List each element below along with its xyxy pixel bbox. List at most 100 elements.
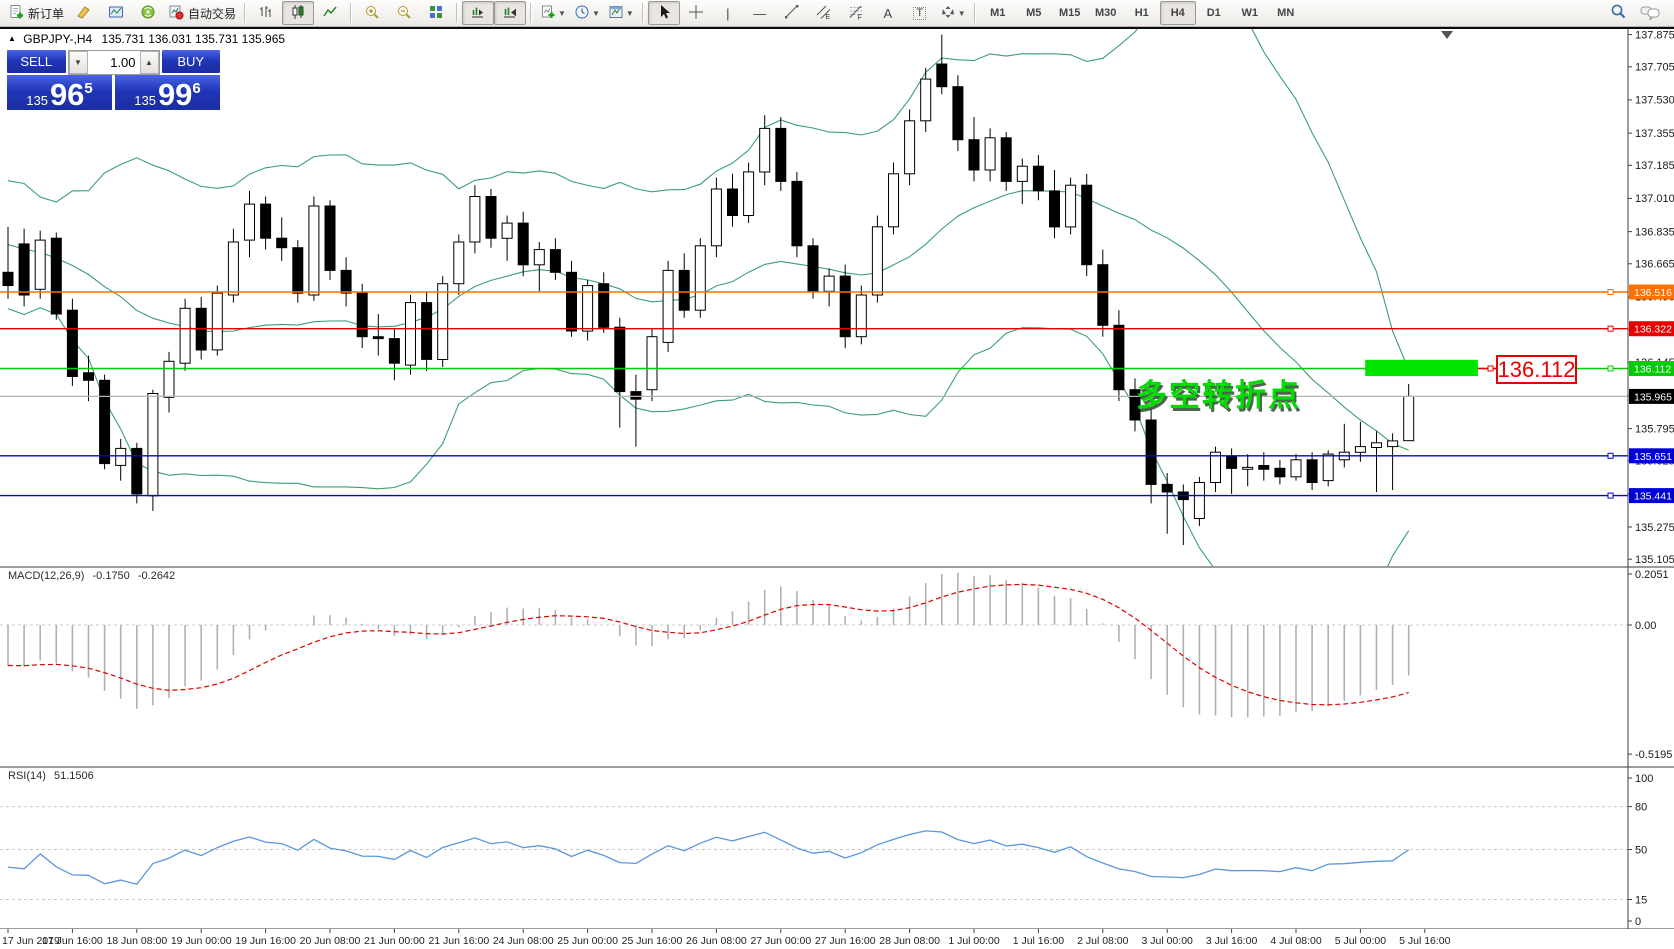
- one-click-trading-panel: SELL ▼ ▲ BUY 135 96 5 135 99 6: [7, 50, 220, 110]
- candle: [630, 391, 642, 400]
- price-callout-label[interactable]: 136.112: [1496, 355, 1577, 384]
- candle: [437, 283, 449, 361]
- line-handle[interactable]: [1607, 289, 1614, 295]
- candle: [1226, 456, 1238, 469]
- price-badge: [1629, 488, 1674, 504]
- buy-price-box[interactable]: 135 99 6: [115, 75, 220, 110]
- callout-handle[interactable]: [1487, 365, 1494, 372]
- zoom-in-button[interactable]: [356, 1, 388, 25]
- candlestick-chart-button[interactable]: [282, 1, 315, 25]
- rsi-axis-label: 50: [1635, 844, 1647, 856]
- candle: [646, 336, 658, 391]
- macd-signal-line: [7, 583, 1409, 706]
- templates-button[interactable]: ▼: [604, 1, 638, 25]
- chart-shift-button[interactable]: [494, 1, 527, 25]
- line-chart-button[interactable]: [314, 1, 346, 25]
- line-handle[interactable]: [1607, 492, 1614, 499]
- chevron-down-icon: ▼: [625, 8, 634, 18]
- candle: [1129, 389, 1141, 421]
- channel-tool-button[interactable]: E: [808, 1, 840, 25]
- chart-shift-marker[interactable]: [1441, 31, 1453, 39]
- volume-decrease-button[interactable]: ▼: [68, 51, 88, 74]
- zoom-out-button[interactable]: [388, 1, 420, 25]
- candle: [678, 269, 690, 311]
- timeframe-button-m30[interactable]: M30: [1095, 7, 1117, 19]
- rsi-indicator-label: RSI(14) 51.1506: [8, 770, 94, 782]
- fibonacci-tool-button[interactable]: F: [840, 1, 872, 25]
- candle: [99, 379, 111, 465]
- chevron-down-icon: ▼: [957, 8, 966, 18]
- timeframe-button-d1[interactable]: D1: [1206, 7, 1221, 19]
- candle: [179, 307, 191, 364]
- candle: [1113, 324, 1125, 391]
- autotrading-label: 自动交易: [188, 6, 237, 21]
- line-handle[interactable]: [1607, 365, 1614, 372]
- toolbar-separator: [244, 3, 247, 23]
- vertical-line-tool-button[interactable]: |: [712, 1, 744, 25]
- timeframe-button-m15[interactable]: M15: [1059, 7, 1081, 19]
- volume-increase-button[interactable]: ▲: [139, 51, 159, 74]
- search-button[interactable]: [1602, 1, 1634, 25]
- candle: [1016, 165, 1028, 182]
- volume-control: ▼ ▲: [67, 50, 160, 75]
- price-tick-label: 137.185: [1635, 160, 1674, 172]
- timeframe-button-w1[interactable]: W1: [1241, 7, 1258, 19]
- trendline-tool-button[interactable]: [776, 1, 808, 25]
- macd-axis-label: -0.5195: [1635, 749, 1672, 761]
- sell-button[interactable]: SELL: [7, 50, 66, 73]
- cursor-tool-button[interactable]: [647, 1, 680, 25]
- timeframe-button-m5[interactable]: M5: [1026, 7, 1042, 19]
- chat-icon: [1640, 4, 1660, 23]
- candle: [115, 447, 127, 466]
- timeframe-group: M1 M5 M15 M30 H1 H4 D1 W1 MN: [980, 0, 1304, 26]
- new-order-button[interactable]: 新订单: [4, 1, 68, 25]
- auto-scroll-button[interactable]: [462, 1, 495, 25]
- timeframe-button-m1[interactable]: M1: [990, 7, 1006, 19]
- chart-symbol: GBPJPY-,H4: [23, 32, 93, 46]
- timeframe-button-h1[interactable]: H1: [1134, 7, 1149, 19]
- pane-separator[interactable]: [0, 766, 1674, 768]
- volume-input[interactable]: [87, 51, 140, 74]
- pane-separator[interactable]: [0, 566, 1674, 568]
- candle: [1354, 446, 1366, 453]
- candle: [405, 302, 416, 366]
- candle: [501, 222, 513, 239]
- data-window-button[interactable]: [100, 1, 132, 25]
- text-tool-button[interactable]: A: [872, 1, 904, 25]
- trendline-icon: [784, 4, 800, 23]
- charts-profile-button[interactable]: [68, 1, 100, 25]
- sell-price-box[interactable]: 135 96 5: [7, 75, 112, 110]
- crosshair-tool-button[interactable]: [680, 1, 712, 25]
- buy-button[interactable]: BUY: [161, 50, 220, 73]
- collapse-triangle-icon[interactable]: ▲: [8, 34, 16, 43]
- label-tool-button[interactable]: T: [904, 1, 936, 25]
- time-tick-label: 3 Jul 00:00: [1142, 935, 1194, 947]
- tile-windows-button[interactable]: [420, 1, 452, 25]
- line-handle[interactable]: [1607, 452, 1614, 459]
- toolbar-separator: [456, 3, 459, 23]
- candle: [920, 78, 932, 122]
- line-handle[interactable]: [1607, 325, 1614, 332]
- autotrading-button[interactable]: 自动交易: [164, 1, 240, 25]
- timeframe-button-mn[interactable]: MN: [1277, 7, 1295, 19]
- candle: [968, 139, 980, 171]
- periods-button[interactable]: ▼: [570, 1, 604, 25]
- bar-chart-button[interactable]: [250, 1, 282, 25]
- signals-button[interactable]: [132, 1, 164, 25]
- timeframe-button-h4[interactable]: H4: [1159, 1, 1196, 25]
- add-indicator-button[interactable]: ▼: [536, 1, 570, 25]
- candle: [163, 360, 175, 398]
- toolbar-separator: [350, 3, 353, 23]
- arrows-icon: [940, 4, 956, 23]
- candle: [807, 245, 819, 292]
- price-badge-label: 136.516: [1634, 287, 1672, 299]
- chart-text-annotation[interactable]: 多空转折点: [1136, 378, 1301, 413]
- sell-price-figure: 135: [26, 92, 48, 108]
- price-tick-label: 137.355: [1635, 128, 1674, 140]
- arrows-tool-button[interactable]: ▼: [936, 1, 970, 25]
- buy-price-pip: 6: [192, 80, 201, 97]
- price-badge: [1629, 284, 1674, 300]
- rectangle-object[interactable]: [1365, 359, 1478, 377]
- chat-button[interactable]: [1634, 1, 1666, 25]
- horizontal-line-tool-button[interactable]: —: [744, 1, 776, 25]
